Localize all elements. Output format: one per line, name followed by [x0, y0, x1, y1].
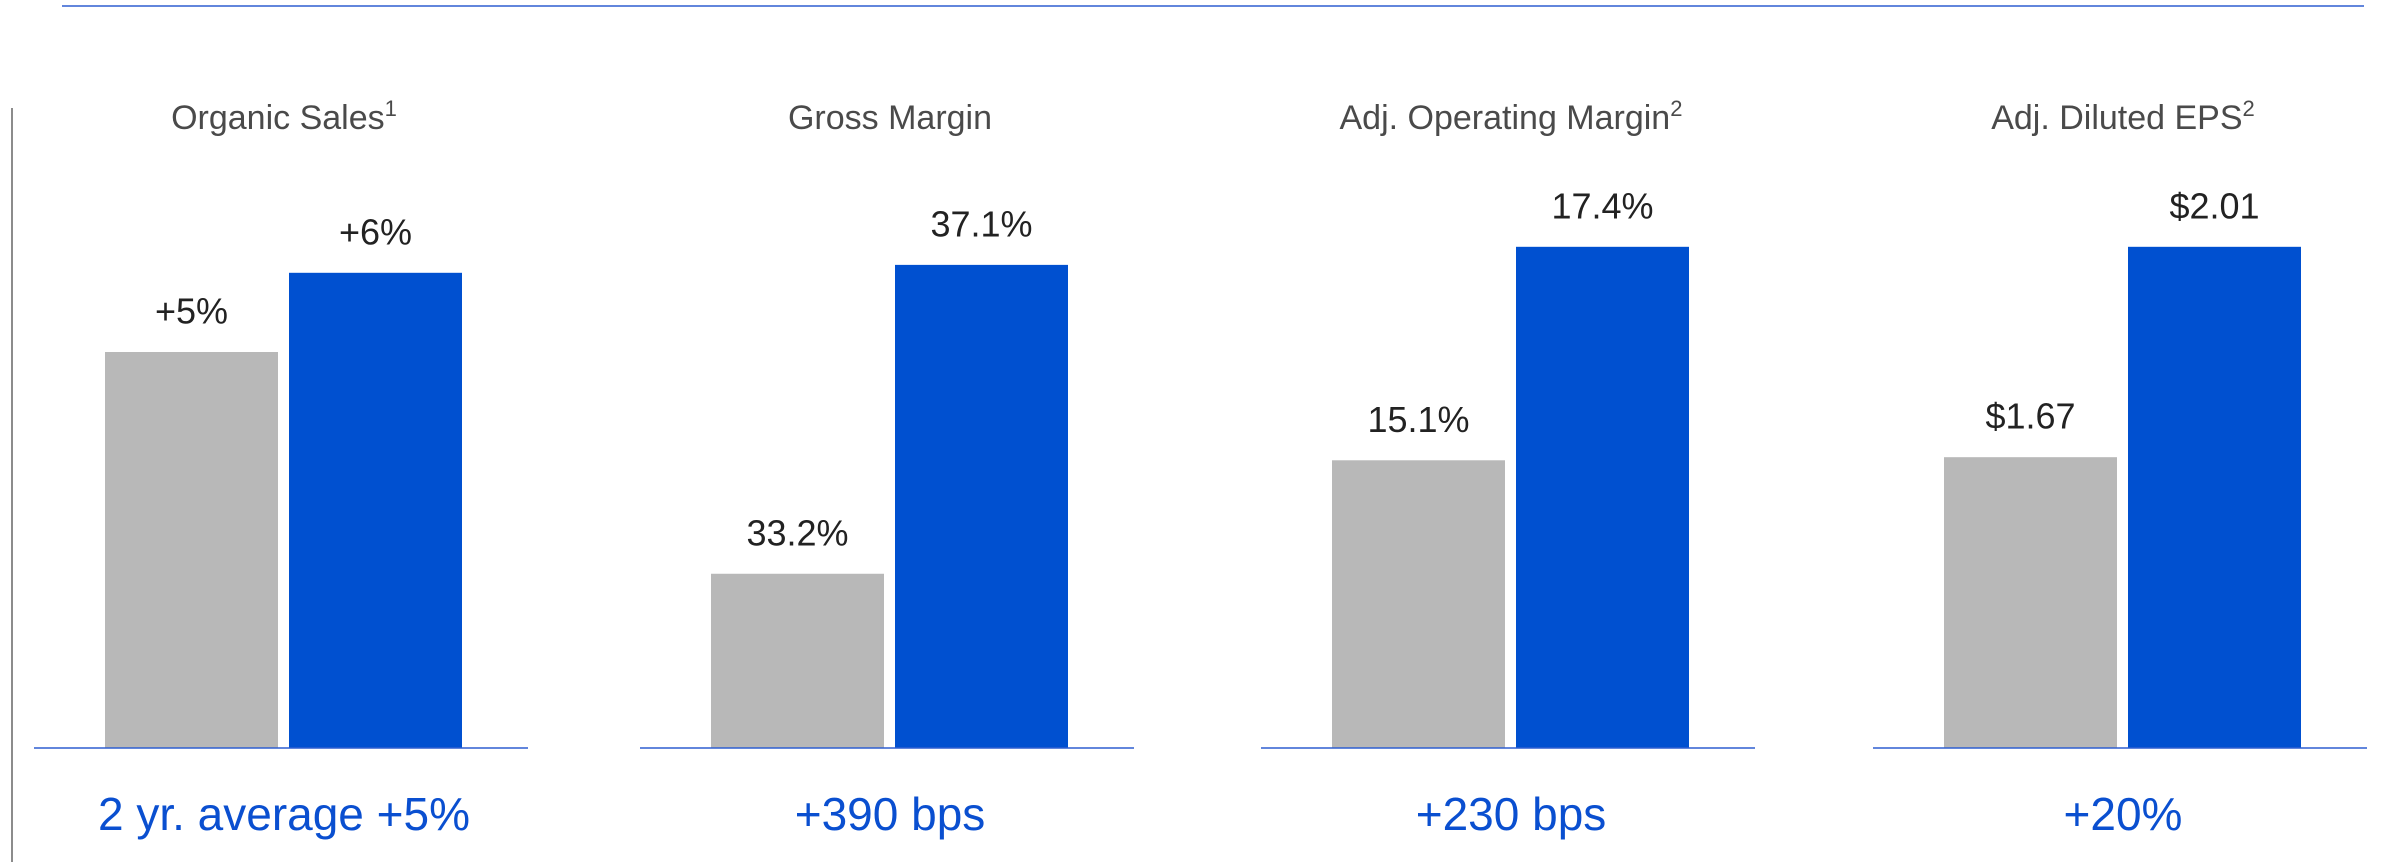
bar [1332, 460, 1505, 748]
value-label: 33.2% [746, 512, 848, 553]
title-text: Adj. Diluted EPS [1991, 99, 2242, 137]
bar [2128, 246, 2301, 748]
value-label: $2.01 [2169, 185, 2259, 226]
bar [1944, 457, 2117, 748]
annotation: +230 bps [1416, 788, 1607, 840]
title-note: 1 [385, 96, 397, 121]
annotation: 2 yr. average +5% [98, 788, 470, 840]
annotation: +390 bps [795, 788, 986, 840]
chart-title: Gross Margin [788, 99, 992, 137]
chart-title: Adj. Diluted EPS2 [1991, 96, 2255, 137]
title-note: 2 [2243, 96, 2255, 121]
title-text: Adj. Operating Margin [1340, 99, 1671, 137]
bar [1516, 246, 1689, 748]
value-label: +5% [155, 291, 228, 332]
value-label: +6% [339, 211, 412, 252]
title-text: Organic Sales [171, 99, 385, 137]
bar [105, 352, 278, 748]
annotation: +20% [2064, 788, 2183, 840]
bar [289, 272, 462, 748]
title-text: Gross Margin [788, 99, 992, 137]
bar [895, 264, 1068, 748]
title-note: 2 [1670, 96, 1682, 121]
bar [711, 573, 884, 748]
chart-title: Adj. Operating Margin2 [1340, 96, 1683, 137]
value-label: 17.4% [1551, 185, 1653, 226]
value-label: $1.67 [1985, 396, 2075, 437]
value-label: 37.1% [930, 203, 1032, 244]
chart-title: Organic Sales1 [171, 96, 397, 137]
value-label: 15.1% [1367, 399, 1469, 440]
